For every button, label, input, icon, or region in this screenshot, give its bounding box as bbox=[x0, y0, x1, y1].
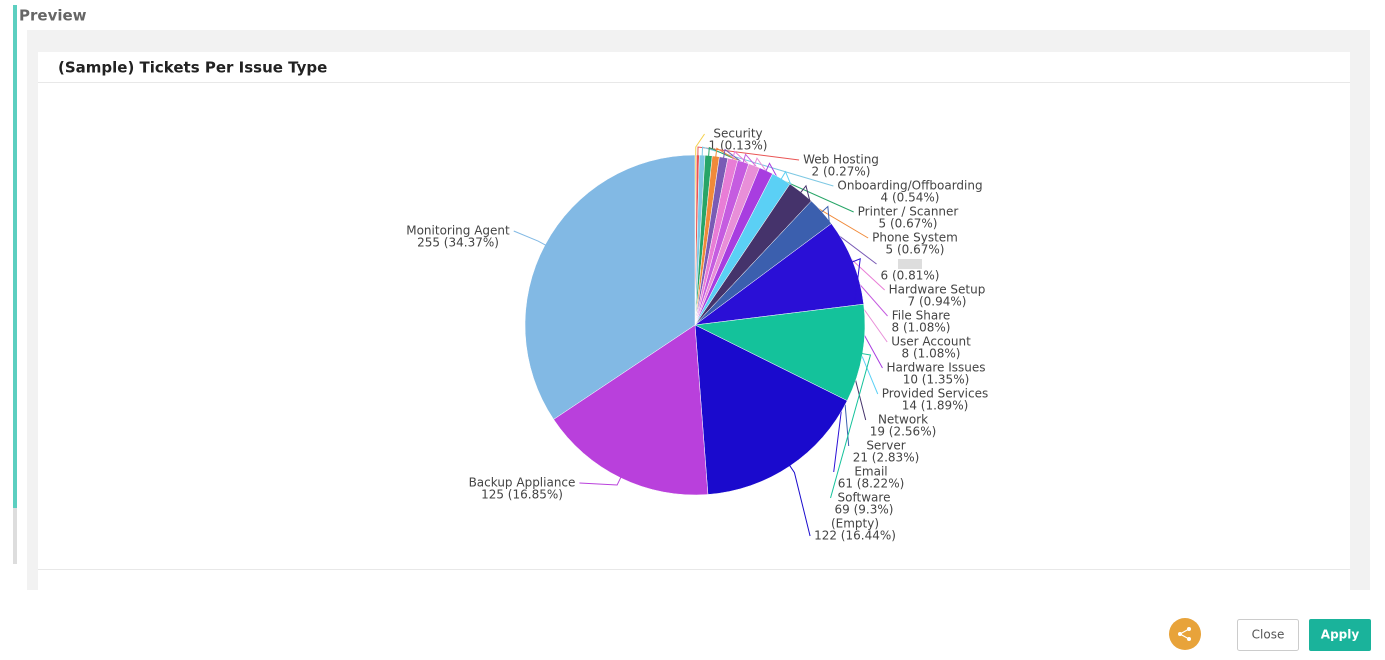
close-button[interactable] bbox=[1237, 619, 1299, 651]
slice-value-label: 125 (16.85%) bbox=[481, 488, 563, 502]
slice-value-label: 7 (0.94%) bbox=[908, 295, 967, 309]
slice-label: Backup Appliance bbox=[469, 476, 576, 490]
leader-line bbox=[830, 352, 872, 499]
chart-title: (Sample) Tickets Per Issue Type bbox=[58, 59, 327, 77]
slice-value-label: 5 (0.67%) bbox=[886, 243, 945, 257]
preview-title: Preview bbox=[19, 7, 87, 25]
slice-value-label: 8 (1.08%) bbox=[892, 321, 951, 335]
leader-line bbox=[579, 475, 622, 486]
slice-label: Monitoring Agent bbox=[406, 224, 510, 238]
slice-label: Printer / Scanner bbox=[858, 205, 959, 219]
slice-label: Server bbox=[866, 439, 905, 453]
side-bar bbox=[13, 5, 17, 508]
redacted-label bbox=[898, 259, 922, 269]
share-button[interactable] bbox=[1169, 618, 1201, 650]
slice-label: Web Hosting bbox=[803, 153, 879, 167]
leader-line bbox=[701, 146, 834, 187]
slice-value-label: 5 (0.67%) bbox=[879, 217, 938, 231]
side-bar-track bbox=[13, 508, 17, 564]
slice-value-label: 61 (8.22%) bbox=[838, 477, 905, 491]
share-icon bbox=[1178, 627, 1191, 641]
slice-label: User Account bbox=[891, 335, 971, 349]
slice-value-label: 14 (1.89%) bbox=[902, 399, 969, 413]
slice-label: Hardware Issues bbox=[886, 361, 985, 375]
slice-value-label: 10 (1.35%) bbox=[903, 373, 970, 387]
leader-line bbox=[697, 146, 800, 161]
slice-value-label: 122 (16.44%) bbox=[814, 529, 896, 543]
leader-line bbox=[695, 133, 705, 158]
slice-value-label: 69 (9.3%) bbox=[835, 503, 894, 517]
leader-line bbox=[513, 230, 548, 247]
slice-value-label: 4 (0.54%) bbox=[881, 191, 940, 205]
leader-line bbox=[708, 146, 854, 213]
apply-label: Apply bbox=[1321, 628, 1360, 642]
apply-button[interactable] bbox=[1309, 619, 1371, 651]
slice-label: Phone System bbox=[872, 231, 958, 245]
slice-value-label: 255 (34.37%) bbox=[417, 236, 499, 250]
slice-label: File Share bbox=[892, 309, 951, 323]
slice-value-label: 2 (0.27%) bbox=[812, 165, 871, 179]
slice-value-label: 19 (2.56%) bbox=[870, 425, 937, 439]
slice-value-label: 8 (1.08%) bbox=[902, 347, 961, 361]
slice-label: (Empty) bbox=[831, 517, 879, 531]
slice-label: Security bbox=[713, 127, 762, 141]
slice-label: Email bbox=[854, 465, 887, 479]
slice-label: Provided Services bbox=[882, 387, 989, 401]
slice-label: Software bbox=[838, 491, 891, 505]
slice-label: Network bbox=[878, 413, 928, 427]
slice-label: Hardware Setup bbox=[889, 283, 986, 297]
slice-value-label: 21 (2.83%) bbox=[853, 451, 920, 465]
slice-value-label: 1 (0.13%) bbox=[709, 139, 768, 153]
slice-value-label: 6 (0.81%) bbox=[881, 269, 940, 283]
close-label: Close bbox=[1252, 628, 1285, 642]
slice-label: Onboarding/Offboarding bbox=[837, 179, 982, 193]
leader-line bbox=[788, 464, 811, 537]
